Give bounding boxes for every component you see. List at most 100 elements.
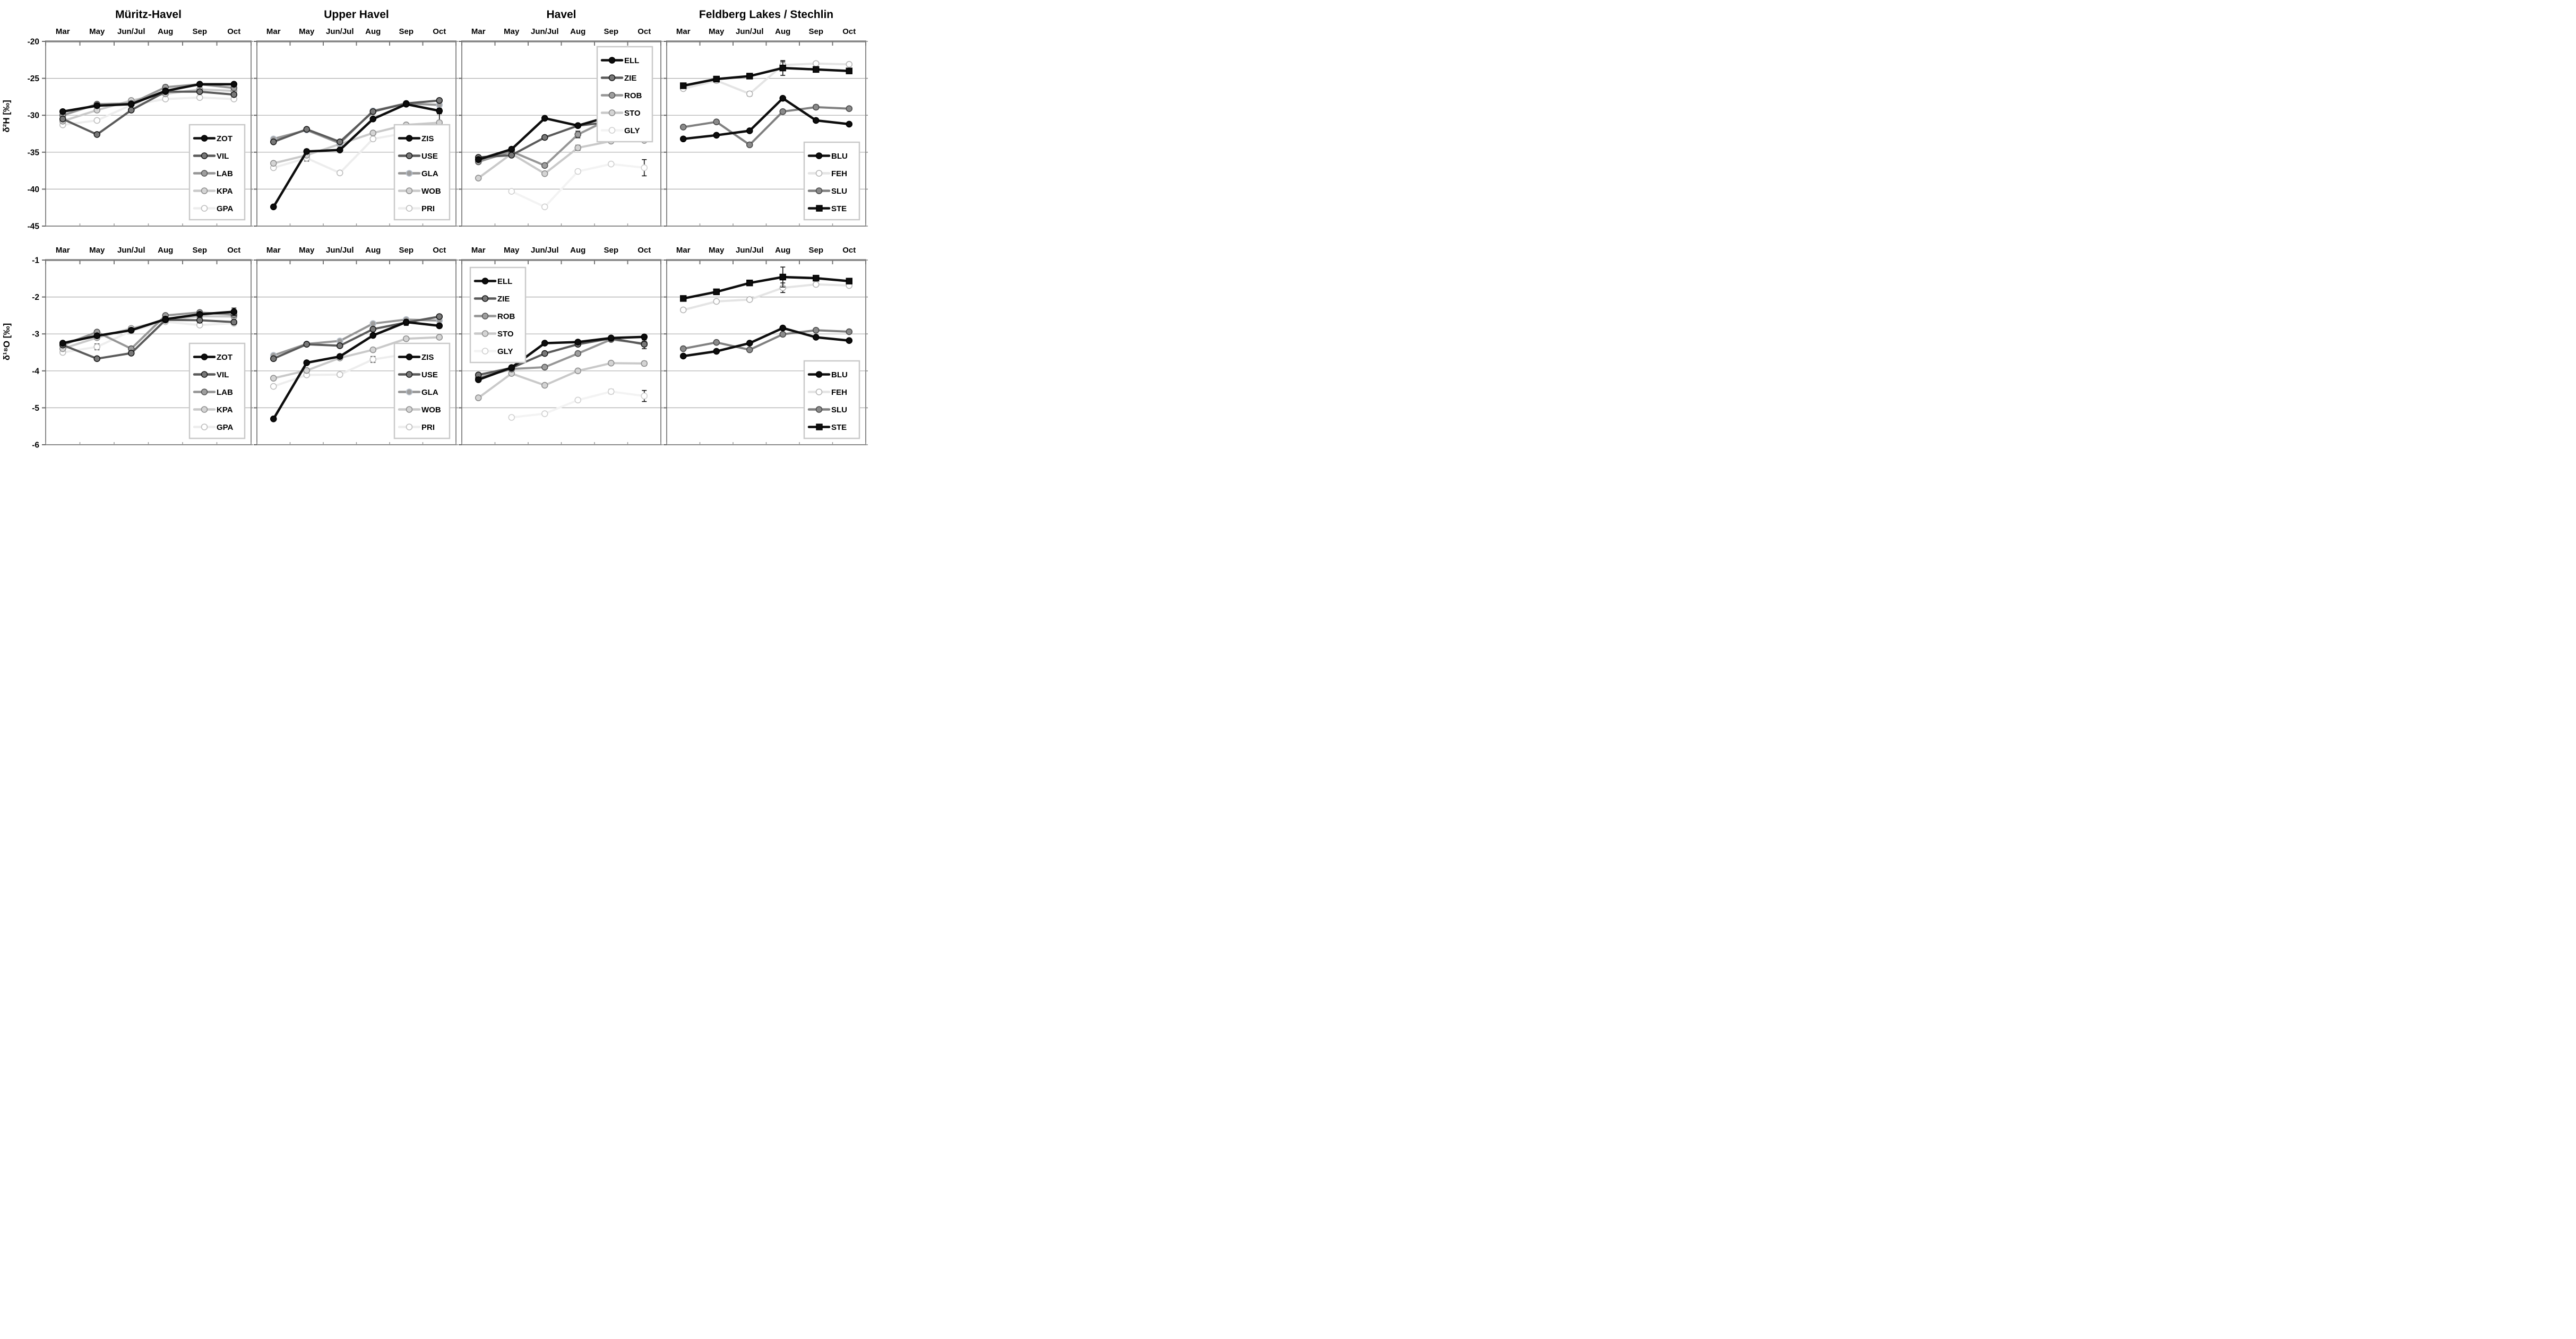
y-tick-label: -25 [28,74,40,83]
series-line [477,139,645,179]
legend-label: KPA [217,405,233,414]
legend-item-PRI: PRI [398,204,435,213]
series-line [682,283,850,311]
data-point [336,371,343,378]
data-point [436,322,443,330]
data-point [679,352,687,360]
data-point [541,340,548,347]
chart-upper-havel-d18o: Mar May Jun/Jul Aug Sep Oct ZIS USE GLA WOB PRI [254,230,459,453]
legend-swatch-marker [815,152,823,159]
x-axis-label: May [504,27,520,36]
legend-item-FEH: FEH [807,388,847,397]
chart-muritz-havel-d18o: Mar May Jun/Jul Aug Sep Oct -1 -2 -3 -4 -5 -6 ZOT VIL… [14,230,254,453]
legend-swatch-marker [201,371,208,378]
data-point [607,334,615,342]
legend-item-GPA: GPA [193,423,234,432]
data-point [574,396,582,404]
legend-item-STE: STE [807,423,847,432]
legend-swatch-marker [816,205,823,212]
data-point [641,360,648,367]
data-point [812,326,820,334]
data-point [270,415,277,422]
series-line [510,390,645,419]
data-point [680,295,687,302]
series-line [272,103,441,209]
data-point [230,318,238,326]
data-point [813,66,820,73]
y-axis-ticks [664,41,868,227]
data-point [196,94,203,101]
x-axis-label: May [299,246,315,255]
y-tick-label: -45 [28,222,40,231]
legend-item-ELL: ELL [473,277,512,286]
series-GLY [508,388,648,421]
y-tick-label: -40 [28,185,39,194]
legend-swatch-marker [608,127,616,134]
data-point [270,355,277,362]
x-axis-label: May [299,27,315,36]
x-axis-labels: Mar May Jun/Jul Aug Sep Oct [266,27,446,36]
data-point [541,170,548,177]
data-point [402,335,410,342]
series-line [62,310,236,344]
x-axis-label: Sep [192,246,207,255]
legend-swatch-marker [608,92,616,99]
data-point [541,410,548,417]
data-point [270,160,277,167]
legend-item-KPA: KPA [193,187,233,196]
legend-label: ZIE [497,295,510,304]
series-line [682,326,851,358]
series-line [272,315,441,360]
legend-swatch-marker [816,424,823,430]
data-point [303,148,311,155]
series-line [272,99,441,143]
legend-item-ROB: ROB [473,312,515,321]
data-point [779,331,787,338]
data-point [713,132,720,139]
x-axis-label: Jun/Jul [326,246,354,255]
data-point [846,337,853,344]
data-point [574,144,582,151]
x-axis-labels: Mar May Jun/Jul Aug Sep Oct [676,246,856,255]
x-axis-label: Sep [399,246,413,255]
legend-label: VIL [217,370,229,379]
legend-item-LAB: LAB [193,169,233,178]
y-axis-title-d2h: δ²H [‰] [0,2,14,230]
x-axis-label: Oct [842,246,856,255]
data-point [127,350,135,357]
legend-label: BLU [831,370,848,379]
y-tick-label: -35 [28,148,40,157]
data-point [713,298,720,305]
data-point [846,105,853,112]
data-point [369,346,377,353]
y-axis-ticks: -20 -25 -30 -35 -40 -45 [28,38,253,231]
legend: ELL ZIE ROB STO GLY [469,266,527,364]
series-line [682,329,850,351]
data-point [641,392,648,400]
series-line [62,318,235,360]
series-VIL [59,88,238,138]
data-point [779,324,787,332]
legend-label: FEH [831,388,847,397]
data-point [270,203,277,211]
data-point [574,168,582,175]
legend-swatch-marker [406,388,413,395]
data-point [508,414,515,421]
x-axis-label: May [709,246,725,255]
legend-label: GLY [624,126,640,135]
data-point [713,118,720,126]
data-point [230,81,238,88]
data-point [607,388,615,395]
legend-label: LAB [217,388,233,397]
y-tick-label: -30 [28,111,39,120]
legend-item-BLU: BLU [807,152,848,161]
x-axis-labels: Mar May Jun/Jul Aug Sep Oct [56,27,240,36]
chart-havel-d2h: Havel Mar May Jun/Jul Aug Sep Oct ELL ZIE ROB STO G… [459,2,664,230]
data-point [846,120,853,128]
data-point [746,90,753,98]
legend-swatch-marker [608,109,616,116]
data-point [846,328,853,335]
data-point [93,102,101,109]
series-SLU [679,326,853,353]
data-point [641,164,648,171]
